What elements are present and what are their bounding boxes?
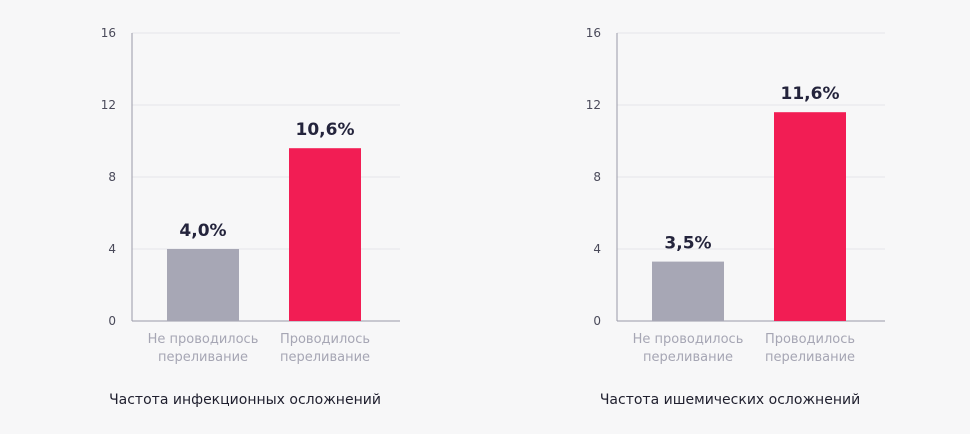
- bar: [167, 249, 239, 321]
- y-tick-label: 4: [108, 242, 116, 256]
- category-label: переливание: [643, 350, 733, 365]
- y-tick-label: 0: [593, 314, 601, 328]
- data-label: 10,6%: [296, 120, 355, 140]
- bar: [289, 148, 361, 321]
- y-tick-label: 16: [586, 26, 601, 40]
- category-label: Проводилось: [280, 332, 370, 347]
- y-tick-label: 8: [108, 170, 116, 184]
- category-label: переливание: [158, 350, 248, 365]
- chart-ischemic-complications: 0 4 8 12 16 3,5% Не проводилось переливание 11,6…: [586, 26, 885, 408]
- y-tick-label: 0: [108, 314, 116, 328]
- bar: [652, 261, 724, 321]
- category-label: переливание: [765, 350, 855, 365]
- category-label: переливание: [280, 350, 370, 365]
- data-label: 3,5%: [664, 234, 711, 254]
- category-label: Не проводилось: [148, 332, 259, 347]
- data-label: 11,6%: [781, 84, 840, 104]
- bar: [774, 112, 846, 321]
- chart-title: Частота инфекционных осложнений: [109, 392, 381, 408]
- category-label: Не проводилось: [633, 332, 744, 347]
- data-label: 4,0%: [179, 221, 226, 241]
- y-tick-label: 8: [593, 170, 601, 184]
- y-tick-label: 12: [586, 98, 601, 112]
- y-tick-label: 12: [101, 98, 116, 112]
- y-tick-label: 4: [593, 242, 601, 256]
- y-tick-label: 16: [101, 26, 116, 40]
- chart-title: Частота ишемических осложнений: [600, 392, 860, 408]
- category-label: Проводилось: [765, 332, 855, 347]
- chart-infectious-complications: 0 4 8 12 16 4,0% Не проводилось переливание 10,6…: [101, 26, 400, 408]
